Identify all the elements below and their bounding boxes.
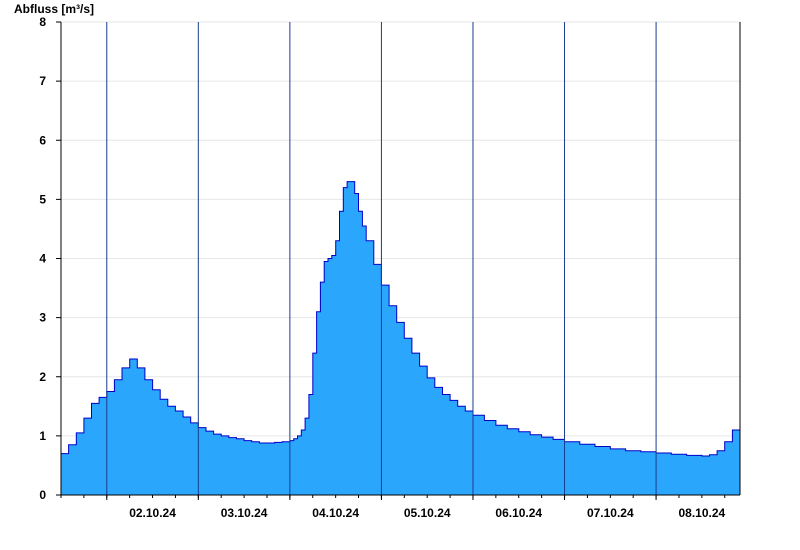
y-axis-ticks: 0 1 2 3 4 5 6 7 8	[39, 15, 61, 502]
y-tick-label: 0	[39, 488, 46, 502]
y-tick-label: 7	[39, 74, 46, 88]
x-tick-label: 04.10.24	[312, 506, 359, 520]
x-tick-label: 05.10.24	[404, 506, 451, 520]
plot-area	[61, 181, 741, 495]
x-axis-ticks: 02.10.24 03.10.24 04.10.24 05.10.24 06.10.24…	[60, 495, 726, 520]
x-tick-label: 02.10.24	[129, 506, 176, 520]
x-tick-label: 08.10.24	[678, 506, 725, 520]
discharge-area	[61, 181, 740, 495]
y-tick-label: 6	[39, 133, 46, 147]
x-tick-label: 06.10.24	[495, 506, 542, 520]
y-axis-label: Abfluss [m³/s]	[14, 2, 94, 16]
day-separators	[106, 22, 657, 495]
y-tick-label: 2	[39, 370, 46, 384]
x-tick-label: 03.10.24	[221, 506, 268, 520]
y-tick-label: 8	[39, 15, 46, 29]
gridlines	[61, 21, 740, 437]
y-tick-label: 5	[39, 192, 46, 206]
y-tick-label: 1	[39, 429, 46, 443]
y-tick-label: 3	[39, 311, 46, 325]
x-tick-label: 07.10.24	[587, 506, 634, 520]
y-tick-label: 4	[39, 252, 46, 266]
